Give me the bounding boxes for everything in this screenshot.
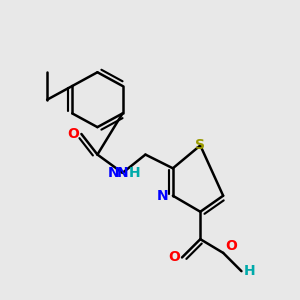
Text: O: O: [225, 239, 237, 253]
Text: O: O: [67, 127, 79, 141]
Text: H: H: [128, 166, 140, 180]
Text: O: O: [168, 250, 180, 265]
Text: H: H: [244, 264, 255, 278]
Text: N: N: [157, 189, 168, 203]
Text: N: N: [117, 166, 128, 180]
Text: N: N: [107, 166, 119, 180]
Text: S: S: [195, 138, 205, 152]
